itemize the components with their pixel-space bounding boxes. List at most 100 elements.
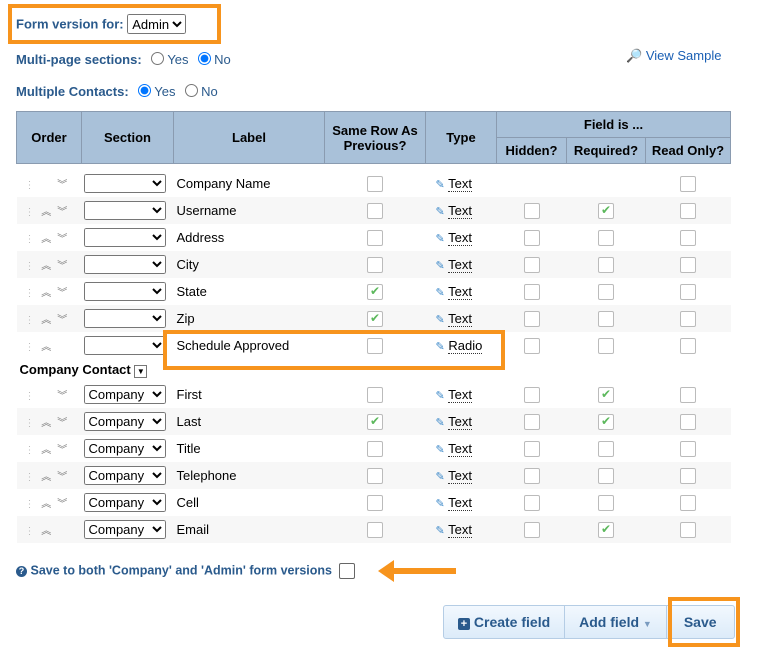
drag-handle-icon[interactable]: ⋮ xyxy=(24,288,35,299)
checkbox[interactable] xyxy=(680,440,696,457)
checkbox[interactable] xyxy=(680,283,696,300)
checkbox[interactable] xyxy=(367,494,383,511)
save-both-checkbox[interactable] xyxy=(339,563,356,579)
move-up-icon[interactable]: ︽ xyxy=(41,234,52,245)
checkbox[interactable] xyxy=(680,256,696,273)
move-down-icon[interactable]: ︾ xyxy=(57,288,68,299)
drag-handle-icon[interactable]: ⋮ xyxy=(24,391,35,402)
pencil-icon[interactable]: ✎ xyxy=(435,444,445,456)
move-down-icon[interactable]: ︾ xyxy=(57,180,68,191)
checkbox[interactable] xyxy=(598,337,614,354)
checkbox[interactable] xyxy=(523,337,540,354)
drag-handle-icon[interactable]: ⋮ xyxy=(24,472,35,483)
pencil-icon[interactable]: ✎ xyxy=(435,471,445,483)
field-type-link[interactable]: Text xyxy=(448,257,472,273)
section-select[interactable]: Company xyxy=(83,493,166,512)
form-version-select[interactable]: Admin xyxy=(127,14,187,34)
field-type-link[interactable]: Text xyxy=(448,284,472,300)
checkbox[interactable] xyxy=(680,521,696,538)
checkbox[interactable]: ✔ xyxy=(367,283,383,300)
section-select[interactable] xyxy=(83,228,166,247)
checkbox[interactable] xyxy=(523,440,540,457)
dropdown-icon[interactable]: ▼ xyxy=(134,364,148,378)
checkbox[interactable]: ✔ xyxy=(598,413,614,430)
section-select[interactable]: Company xyxy=(83,385,166,404)
checkbox[interactable] xyxy=(523,202,540,219)
checkbox[interactable] xyxy=(523,521,540,538)
drag-handle-icon[interactable]: ⋮ xyxy=(24,207,35,218)
checkbox[interactable] xyxy=(367,337,383,354)
pencil-icon[interactable]: ✎ xyxy=(435,233,445,245)
pencil-icon[interactable]: ✎ xyxy=(435,260,445,272)
checkbox[interactable] xyxy=(523,283,540,300)
field-type-link[interactable]: Text xyxy=(448,522,472,538)
move-down-icon[interactable]: ︾ xyxy=(57,261,68,272)
section-select[interactable] xyxy=(83,174,166,193)
pencil-icon[interactable]: ✎ xyxy=(435,314,445,326)
pencil-icon[interactable]: ✎ xyxy=(435,498,445,510)
checkbox[interactable]: ✔ xyxy=(367,310,383,327)
drag-handle-icon[interactable]: ⋮ xyxy=(24,342,35,353)
add-field-button[interactable]: Add field ▼ xyxy=(565,606,667,638)
move-up-icon[interactable]: ︽ xyxy=(41,288,52,299)
move-up-icon[interactable]: ︽ xyxy=(41,499,52,510)
section-select[interactable]: Company xyxy=(83,520,166,539)
drag-handle-icon[interactable]: ⋮ xyxy=(24,499,35,510)
field-type-link[interactable]: Text xyxy=(448,176,472,192)
field-type-link[interactable]: Text xyxy=(448,495,472,511)
checkbox[interactable] xyxy=(598,283,614,300)
section-select[interactable] xyxy=(83,201,166,220)
checkbox[interactable] xyxy=(367,386,383,403)
checkbox[interactable] xyxy=(680,413,696,430)
drag-handle-icon[interactable]: ⋮ xyxy=(24,234,35,245)
drag-handle-icon[interactable]: ⋮ xyxy=(24,445,35,456)
checkbox[interactable] xyxy=(367,256,383,273)
pencil-icon[interactable]: ✎ xyxy=(435,390,445,402)
checkbox[interactable] xyxy=(523,413,540,430)
checkbox[interactable] xyxy=(680,467,696,484)
pencil-icon[interactable]: ✎ xyxy=(435,525,445,537)
multiple-contacts-no-radio[interactable] xyxy=(185,84,199,97)
field-type-link[interactable]: Text xyxy=(448,468,472,484)
view-sample-link[interactable]: 🔎 View Sample xyxy=(626,48,721,64)
checkbox[interactable] xyxy=(598,440,614,457)
pencil-icon[interactable]: ✎ xyxy=(435,417,445,429)
move-up-icon[interactable]: ︽ xyxy=(41,445,52,456)
section-select[interactable]: Company xyxy=(83,466,166,485)
checkbox[interactable] xyxy=(523,494,540,511)
create-field-button[interactable]: + Create field xyxy=(444,606,566,638)
pencil-icon[interactable]: ✎ xyxy=(435,206,445,218)
checkbox[interactable] xyxy=(367,202,383,219)
checkbox[interactable] xyxy=(523,386,540,403)
checkbox[interactable]: ✔ xyxy=(598,521,614,538)
move-up-icon[interactable]: ︽ xyxy=(41,472,52,483)
move-down-icon[interactable]: ︾ xyxy=(57,445,68,456)
field-type-link[interactable]: Text xyxy=(448,230,472,246)
drag-handle-icon[interactable]: ⋮ xyxy=(24,261,35,272)
checkbox[interactable] xyxy=(680,386,696,403)
checkbox[interactable] xyxy=(523,467,540,484)
move-up-icon[interactable]: ︽ xyxy=(41,261,52,272)
field-type-link[interactable]: Text xyxy=(448,203,472,219)
move-down-icon[interactable]: ︾ xyxy=(57,418,68,429)
move-down-icon[interactable]: ︾ xyxy=(57,234,68,245)
checkbox[interactable] xyxy=(598,310,614,327)
section-select[interactable] xyxy=(83,336,166,355)
section-select[interactable]: Company xyxy=(83,412,166,431)
field-type-link[interactable]: Text xyxy=(448,387,472,403)
pencil-icon[interactable]: ✎ xyxy=(435,287,445,299)
move-down-icon[interactable]: ︾ xyxy=(57,207,68,218)
checkbox[interactable]: ✔ xyxy=(598,386,614,403)
checkbox[interactable] xyxy=(598,467,614,484)
checkbox[interactable]: ✔ xyxy=(367,413,383,430)
checkbox[interactable] xyxy=(367,440,383,457)
section-select[interactable] xyxy=(83,309,166,328)
checkbox[interactable] xyxy=(367,521,383,538)
move-up-icon[interactable]: ︽ xyxy=(41,315,52,326)
move-up-icon[interactable]: ︽ xyxy=(41,418,52,429)
move-up-icon[interactable]: ︽ xyxy=(41,342,52,353)
pencil-icon[interactable]: ✎ xyxy=(435,341,445,353)
checkbox[interactable] xyxy=(367,175,383,192)
checkbox[interactable] xyxy=(680,229,696,246)
move-down-icon[interactable]: ︾ xyxy=(57,391,68,402)
